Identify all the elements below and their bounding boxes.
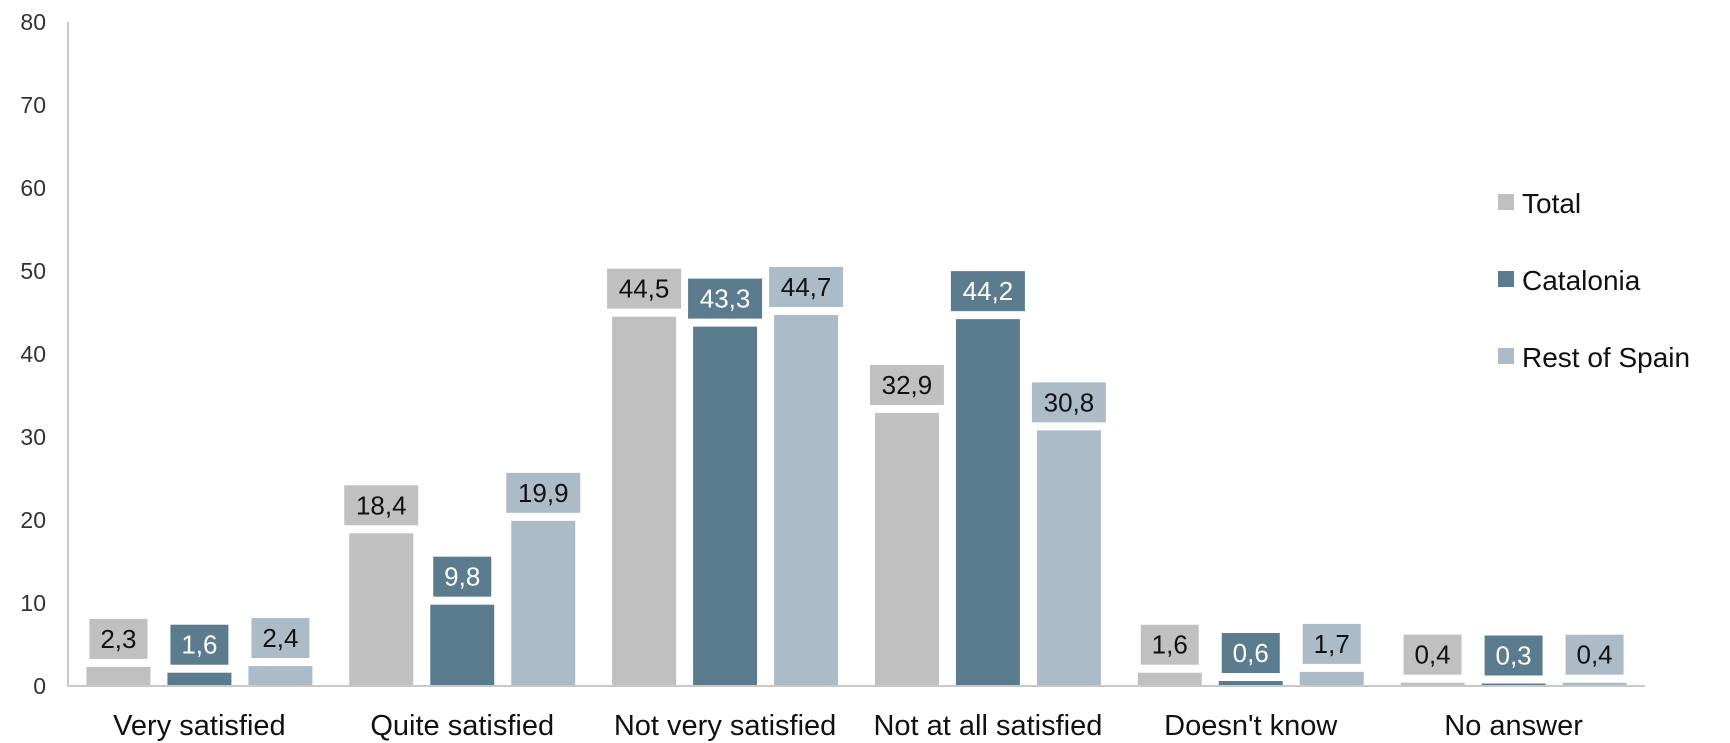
data-label: 44,5 [619,274,670,304]
data-label: 19,9 [518,478,569,508]
legend-swatch [1498,348,1514,364]
bar [1400,682,1465,686]
data-label-box [1403,634,1462,675]
legend-swatch [1498,271,1514,287]
bar [955,319,1020,686]
data-label-box [251,618,310,659]
data-label-box [89,618,148,659]
x-category-label: Quite satisfied [370,710,554,742]
x-category-label: No answer [1444,710,1583,742]
data-label-box [1140,624,1199,665]
y-tick-label: 60 [20,175,46,201]
y-tick-label: 0 [33,673,46,699]
legend: Total Catalonia Rest of Spain [1498,188,1690,373]
data-label-box [607,268,682,309]
bar [1481,683,1546,686]
y-tick-label: 70 [20,92,46,118]
data-label-box [1031,382,1106,423]
data-label-box [769,266,844,307]
data-label: 0,4 [1415,640,1451,670]
data-labels: 2,3 1,6 2,4 18,4 9,8 19,9 44,5 43,3 44,7 32,9 44,2… [89,266,1624,676]
bar [1137,672,1202,686]
data-label: 44,2 [963,276,1014,306]
x-category-label: Not at all satisfied [873,710,1102,742]
data-label: 18,4 [356,490,407,520]
y-tick-label: 80 [20,9,46,35]
x-category-label: Not very satisfied [614,710,836,742]
bar [511,520,576,686]
x-category-label: Very satisfied [113,710,285,742]
data-label-box [506,472,581,513]
data-label: 2,4 [262,623,298,653]
data-label-box [1302,623,1361,664]
legend-swatch [1498,194,1514,210]
bar [248,666,313,686]
legend-label: Total [1522,188,1581,219]
legend-label: Catalonia [1522,265,1641,296]
data-label: 0,6 [1233,638,1269,668]
bars [86,314,1627,686]
data-label-box [344,485,419,526]
data-label: 43,3 [700,284,751,314]
data-label: 1,7 [1314,629,1350,659]
data-label: 1,6 [1152,630,1188,660]
data-label-box [688,278,763,319]
data-label-box [1565,634,1624,675]
bar [1218,681,1283,686]
bar [1562,682,1627,686]
bar [874,412,939,686]
legend-label: Rest of Spain [1522,342,1690,373]
bar [349,533,414,686]
data-label: 0,3 [1496,641,1532,671]
data-label-box [170,624,229,665]
bar [1299,671,1364,686]
bar [1036,430,1101,686]
data-label: 44,7 [781,272,832,302]
data-label-box [869,364,944,405]
x-category-label: Doesn't know [1164,710,1338,742]
y-axis: 0 10 20 30 40 50 60 70 80 [20,9,69,699]
data-label: 1,6 [181,630,217,660]
bar [167,672,232,686]
data-label: 32,9 [882,370,933,400]
bar [774,314,839,686]
bar [693,326,758,686]
y-tick-label: 40 [20,341,46,367]
data-label: 9,8 [444,562,480,592]
data-label: 30,8 [1044,387,1095,417]
data-label-box [950,271,1025,312]
data-label-box [1484,635,1543,676]
bar [612,316,677,686]
bar [86,666,151,686]
y-tick-label: 50 [20,258,46,284]
bar [430,604,495,686]
y-tick-label: 10 [20,590,46,616]
data-label: 2,3 [100,624,136,654]
y-tick-label: 20 [20,507,46,533]
data-label-box [433,556,492,597]
x-axis: Very satisfied Quite satisfied Not very sa… [68,685,1645,742]
data-label-box [1221,633,1280,674]
data-label: 0,4 [1577,640,1613,670]
y-tick-label: 30 [20,424,46,450]
